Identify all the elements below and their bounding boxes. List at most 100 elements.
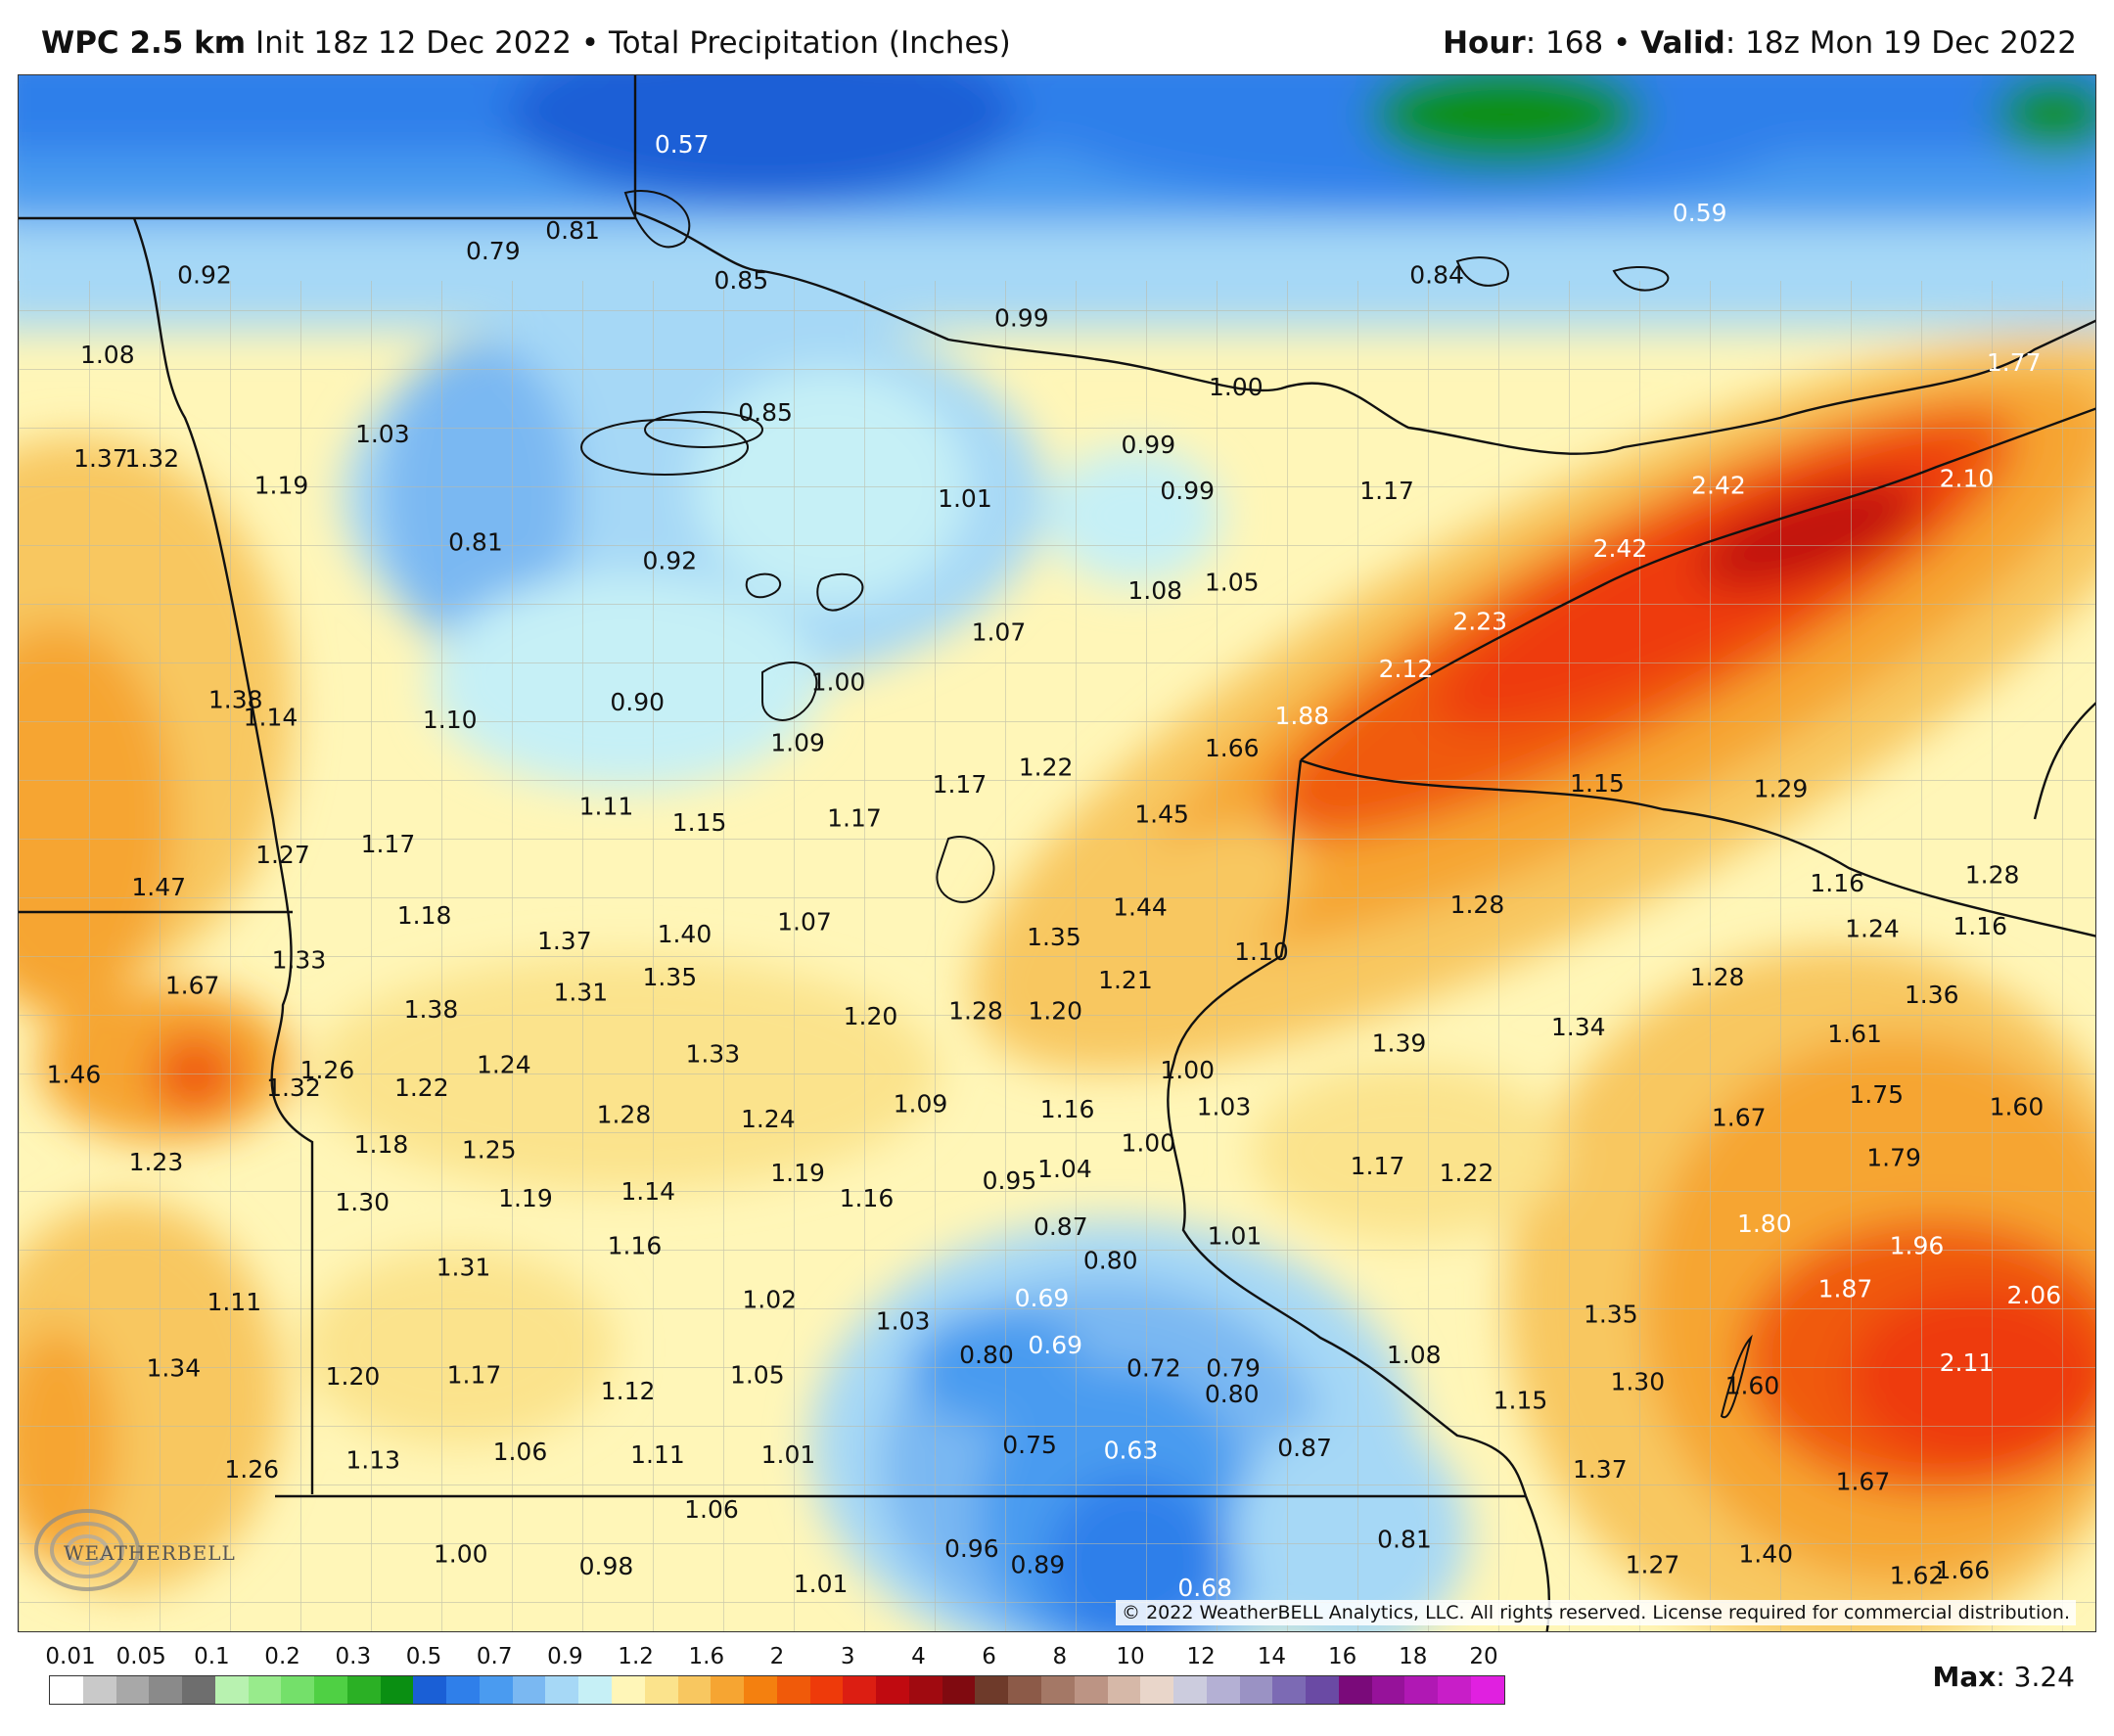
precip-value-label: 1.40 xyxy=(1738,1540,1793,1569)
precip-value-label: 0.59 xyxy=(1673,199,1727,227)
precip-value-label: 1.01 xyxy=(761,1440,816,1469)
max-number: : 3.24 xyxy=(1996,1661,2075,1693)
legend-tick-label: 12 xyxy=(1186,1644,1216,1669)
legend-color-bar xyxy=(49,1675,1505,1705)
precip-value-label: 1.31 xyxy=(437,1253,491,1281)
legend-swatch xyxy=(50,1676,83,1704)
legend-swatch xyxy=(644,1676,678,1704)
precip-value-label: 1.20 xyxy=(1028,997,1082,1026)
precip-value-label: 0.69 xyxy=(1015,1284,1070,1312)
county-lines xyxy=(19,281,2095,1631)
precip-value-label: 0.69 xyxy=(1028,1331,1082,1359)
precip-value-label: 1.05 xyxy=(1205,569,1260,597)
legend-swatch xyxy=(1470,1676,1504,1704)
legend-tick-label: 0.5 xyxy=(405,1644,442,1669)
legend-tick-label: 10 xyxy=(1116,1644,1145,1669)
model-name: WPC 2.5 km xyxy=(41,25,247,61)
precip-value-label: 1.34 xyxy=(146,1354,201,1383)
precip-value-label: 1.67 xyxy=(165,972,220,1000)
legend-swatch xyxy=(876,1676,909,1704)
precip-value-label: 1.24 xyxy=(741,1105,796,1133)
legend-swatch xyxy=(1306,1676,1339,1704)
precip-value-label: 1.28 xyxy=(597,1101,652,1129)
precip-value-label: 2.11 xyxy=(1940,1348,1995,1377)
legend-swatch xyxy=(413,1676,447,1704)
legend-swatch xyxy=(1438,1676,1471,1704)
precip-value-label: 1.00 xyxy=(811,668,866,697)
precip-value-label: 1.37 xyxy=(1573,1455,1628,1484)
legend-tick-label: 0.7 xyxy=(476,1644,513,1669)
hour-label: Hour xyxy=(1443,25,1526,61)
precip-value-label: 2.23 xyxy=(1452,608,1507,636)
precip-value-label: 1.26 xyxy=(224,1455,279,1484)
precip-value-label: 1.17 xyxy=(1351,1152,1405,1180)
map-canvas: 0.57 0.59 0.81 0.79 0.92 0.85 0.84 0.99 1.08 1.77… xyxy=(19,75,2095,1631)
precip-value-label: 1.39 xyxy=(1372,1029,1427,1058)
precip-value-label: 1.27 xyxy=(1626,1551,1680,1579)
precip-value-label: 1.35 xyxy=(1584,1301,1638,1329)
precip-value-label: 1.11 xyxy=(579,792,634,820)
precip-value-label: 1.19 xyxy=(254,472,309,500)
precip-value-label: 1.16 xyxy=(1040,1095,1095,1123)
valid-time-info: Hour: 168 • Valid: 18z Mon 19 Dec 2022 xyxy=(1443,25,2077,61)
precip-value-label: 1.45 xyxy=(1134,800,1189,829)
precip-value-label: 1.34 xyxy=(1551,1013,1606,1041)
precip-value-label: 1.35 xyxy=(642,963,697,991)
precip-value-label: 1.35 xyxy=(1027,923,1081,951)
precip-value-label: 1.00 xyxy=(434,1540,488,1569)
legend-tick-label: 0.05 xyxy=(115,1644,166,1669)
legend-swatch xyxy=(1206,1676,1240,1704)
precip-value-label: 1.01 xyxy=(794,1570,849,1598)
precip-value-label: 1.27 xyxy=(255,841,310,869)
precip-value-label: 0.90 xyxy=(610,688,665,716)
precip-value-label: 1.30 xyxy=(335,1188,390,1216)
precip-value-label: 2.42 xyxy=(1593,534,1648,563)
precip-value-label: 0.87 xyxy=(1034,1212,1088,1241)
precip-value-label: 1.14 xyxy=(244,703,299,731)
precip-value-label: 1.29 xyxy=(1754,774,1809,802)
legend-tick-label: 1.6 xyxy=(688,1644,725,1669)
precip-value-label: 1.19 xyxy=(498,1184,553,1212)
legend-swatch xyxy=(346,1676,381,1704)
precip-value-label: 1.16 xyxy=(1953,912,2007,940)
precip-value-label: 1.22 xyxy=(394,1074,449,1102)
precip-value-label: 1.16 xyxy=(1810,869,1864,897)
precip-value-label: 0.84 xyxy=(1409,261,1464,290)
precip-value-label: 1.38 xyxy=(208,686,263,714)
precip-value-label: 0.95 xyxy=(983,1166,1037,1195)
precip-value-label: 1.80 xyxy=(1737,1210,1792,1238)
precip-value-label: 0.99 xyxy=(1160,477,1215,505)
precip-value-label: 0.98 xyxy=(579,1552,634,1580)
precip-value-label: 1.26 xyxy=(300,1056,355,1084)
legend-swatch xyxy=(908,1676,942,1704)
precip-value-label: 1.18 xyxy=(397,901,452,930)
legend-swatch xyxy=(446,1676,480,1704)
precip-value-label: 1.03 xyxy=(1197,1092,1252,1120)
legend-swatch xyxy=(1040,1676,1075,1704)
precip-value-label: 0.99 xyxy=(994,304,1049,333)
precip-value-label: 1.22 xyxy=(1019,753,1074,781)
legend-tick-label: 1.2 xyxy=(618,1644,654,1669)
precip-value-label: 1.00 xyxy=(1121,1129,1175,1158)
legend-swatch xyxy=(82,1676,116,1704)
precip-value-label: 0.79 xyxy=(466,237,521,265)
precip-value-label: 0.96 xyxy=(944,1534,999,1563)
title-separator-2: • xyxy=(1613,25,1631,61)
precip-value-label: 0.85 xyxy=(738,398,793,427)
precipitation-map[interactable]: 0.57 0.59 0.81 0.79 0.92 0.85 0.84 0.99 1.08 1.77… xyxy=(18,74,2096,1632)
precip-value-label: 1.10 xyxy=(423,706,478,734)
precip-value-label: 1.12 xyxy=(601,1377,656,1405)
precip-value-label: 1.17 xyxy=(933,770,988,799)
precip-value-label: 1.67 xyxy=(1836,1467,1891,1495)
precip-value-label: 1.40 xyxy=(658,920,712,948)
legend-tick-label: 0.3 xyxy=(335,1644,372,1669)
precip-value-label: 1.66 xyxy=(1935,1556,1990,1584)
legend-swatch xyxy=(1404,1676,1439,1704)
legend-swatch xyxy=(149,1676,183,1704)
precip-value-label: 2.12 xyxy=(1379,655,1434,683)
precip-value-label: 1.32 xyxy=(124,444,179,473)
legend-swatch xyxy=(479,1676,513,1704)
precip-value-label: 0.63 xyxy=(1104,1437,1159,1465)
precip-value-label: 0.89 xyxy=(1010,1551,1065,1579)
precip-value-label: 1.30 xyxy=(1610,1367,1665,1395)
